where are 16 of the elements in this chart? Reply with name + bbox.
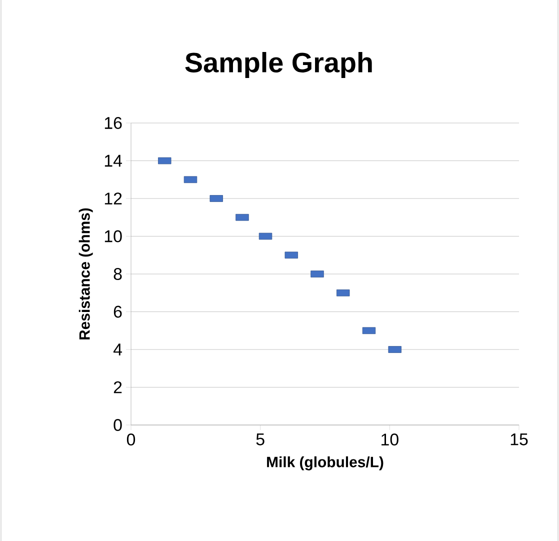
y-tick-label: 10 bbox=[104, 230, 122, 242]
x-tick-label: 15 bbox=[510, 434, 528, 446]
y-tick-label: 14 bbox=[104, 154, 122, 167]
chart-title: Sample Graph bbox=[185, 52, 372, 78]
x-tick-label: 10 bbox=[382, 434, 398, 446]
y-tick-label: 2 bbox=[114, 381, 122, 394]
x-tick-label: 0 bbox=[126, 434, 136, 446]
y-tick-label: 16 bbox=[104, 117, 122, 129]
y-tick-label: 0 bbox=[114, 419, 122, 431]
y-tick-label: 12 bbox=[104, 192, 122, 204]
y-tick-label: 6 bbox=[114, 306, 122, 318]
y-tick-label: 8 bbox=[114, 268, 122, 280]
y-axis-title: Resistance (ohms) bbox=[78, 208, 93, 340]
x-tick-label: 5 bbox=[256, 434, 264, 446]
y-tick-label: 4 bbox=[113, 344, 122, 356]
x-axis-title: Milk (globules/L) bbox=[267, 456, 384, 470]
